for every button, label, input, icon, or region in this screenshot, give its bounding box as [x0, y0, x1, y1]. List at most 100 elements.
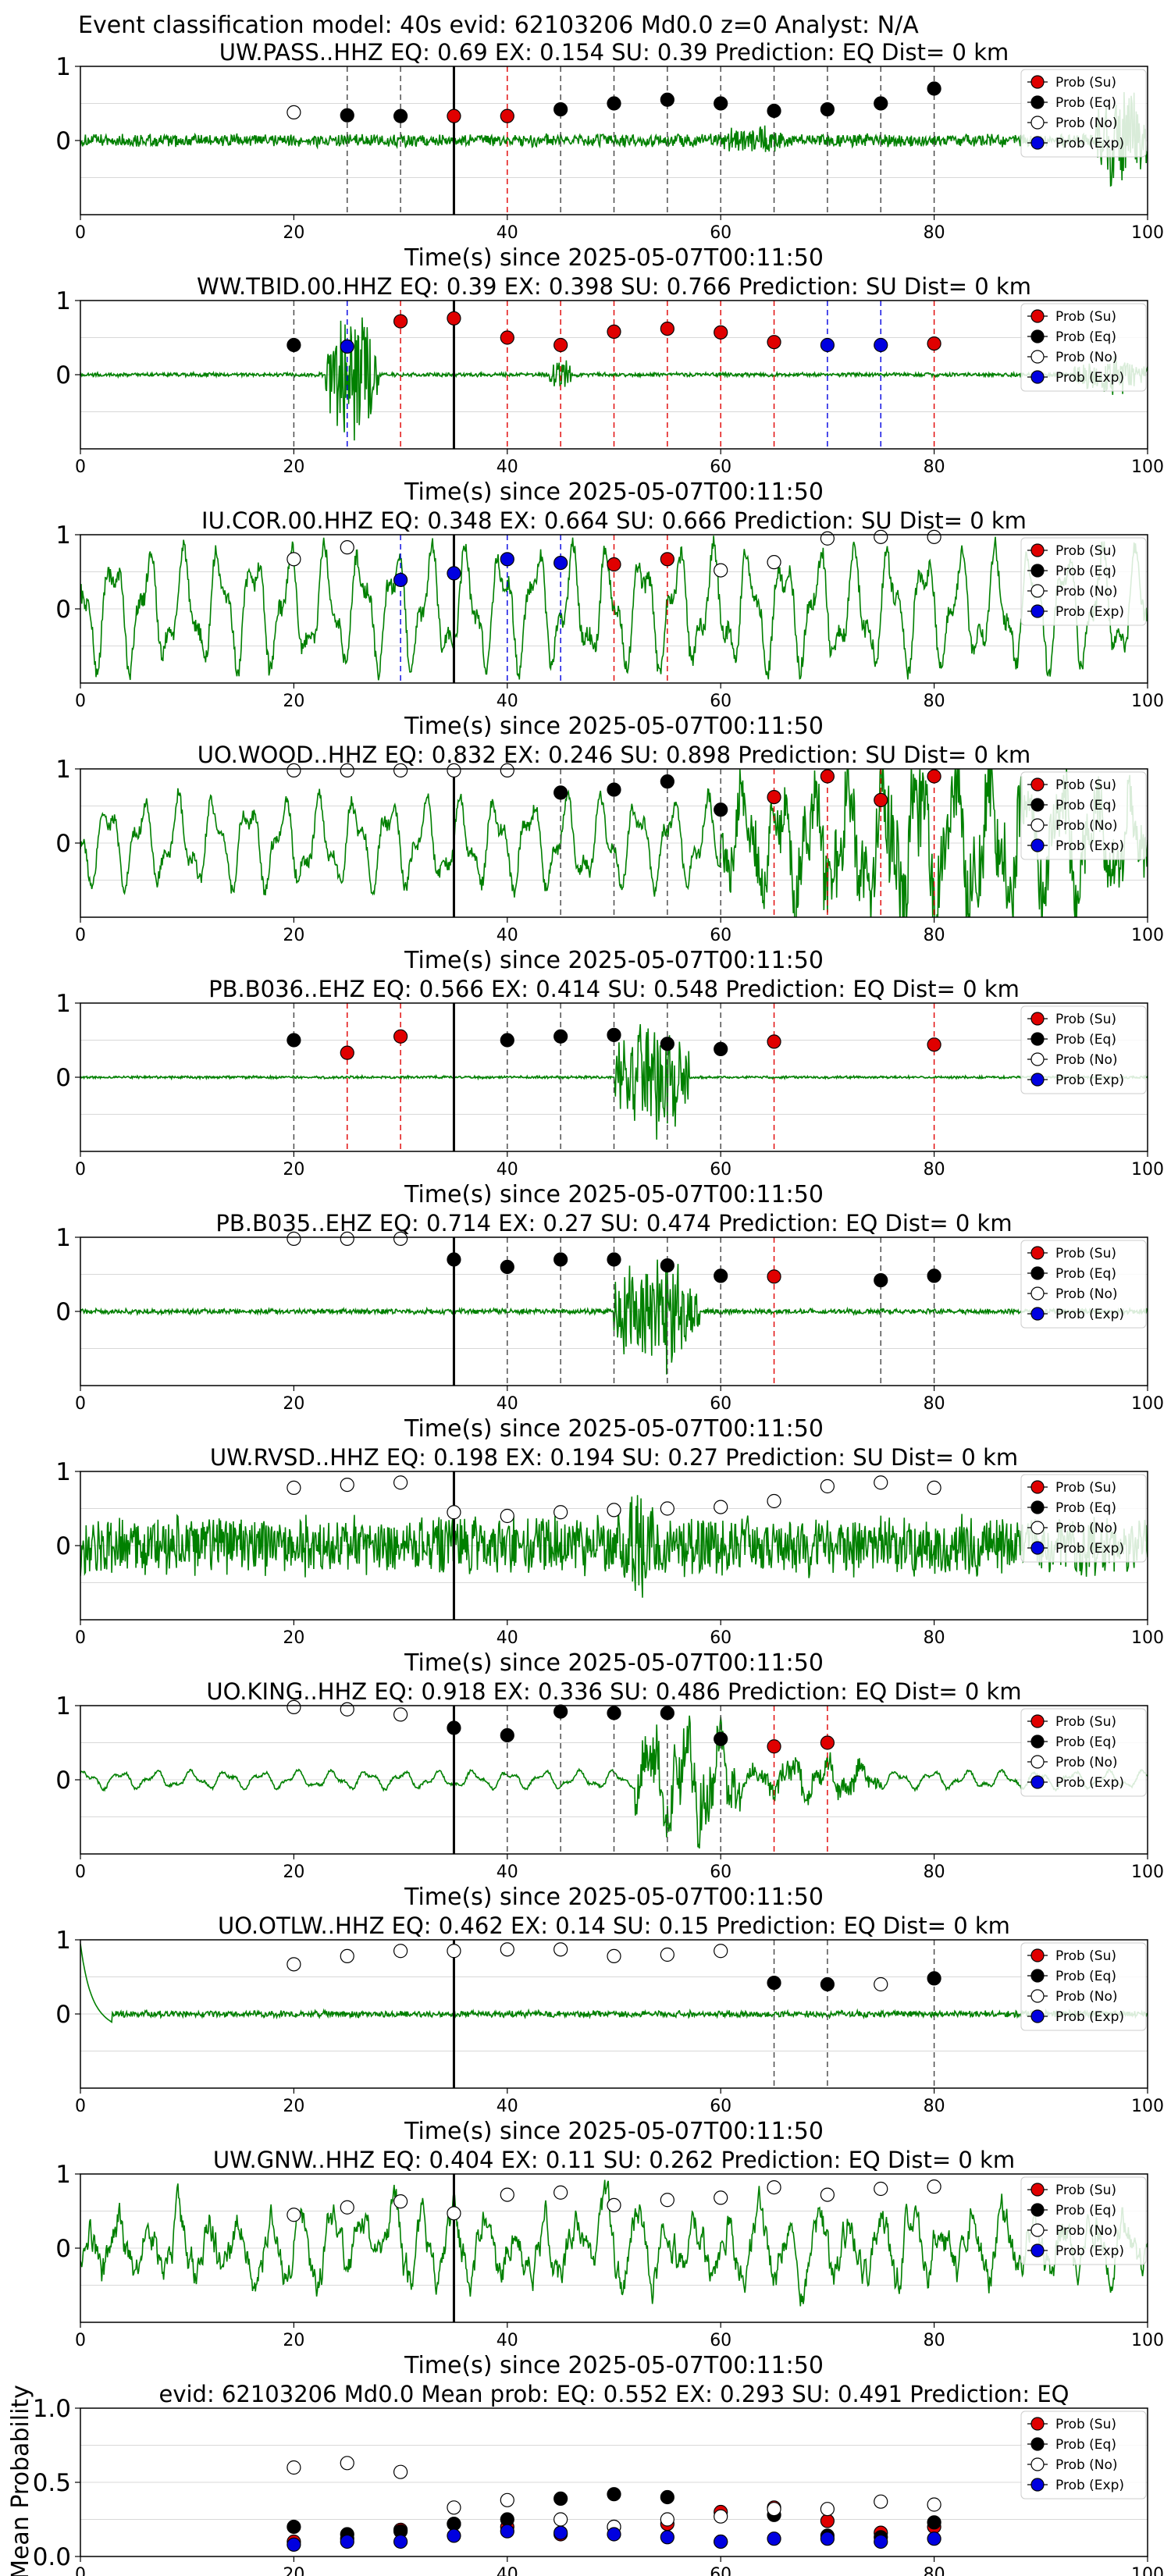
- y-tick-label: 0: [55, 2235, 71, 2263]
- legend-marker-exp: [1030, 136, 1045, 150]
- legend-box: [1020, 2411, 1147, 2500]
- station-panel: UO.OTLW..HHZ EQ: 0.462 EX: 0.14 SU: 0.15…: [55, 1912, 1164, 2145]
- y-tick-label: 0.0: [33, 2543, 71, 2571]
- prob-marker-no: [874, 1976, 888, 1992]
- prob-marker-no: [447, 1944, 461, 1959]
- prob-marker-no: [714, 1500, 728, 1514]
- x-tick-label: 100: [1131, 2097, 1164, 2116]
- prob-marker-no: [447, 1505, 461, 1520]
- legend-label-eq: Prob (Eq): [1055, 798, 1116, 813]
- mean-prob-marker-no: [660, 2512, 674, 2527]
- x-tick-label: 40: [497, 1863, 518, 1882]
- legend-label-eq: Prob (Eq): [1055, 1500, 1116, 1516]
- prob-marker-su: [393, 314, 408, 329]
- x-tick-label: 100: [1131, 457, 1164, 477]
- x-tick-label: 100: [1131, 926, 1164, 945]
- prob-marker-no: [340, 763, 354, 778]
- prob-marker-su: [767, 789, 781, 805]
- x-tick-label: 0: [75, 1160, 86, 1179]
- x-axis-label: Time(s) since 2025-05-07T00:11:50: [404, 1649, 824, 1677]
- station-panel: IU.COR.00.HHZ EQ: 0.348 EX: 0.664 SU: 0.…: [55, 507, 1164, 740]
- legend-marker-eq: [1030, 2203, 1045, 2217]
- prob-marker-no: [393, 1944, 408, 1959]
- legend-marker-no: [1030, 1286, 1045, 1300]
- prob-marker-eq: [553, 785, 568, 800]
- legend-label-eq: Prob (Eq): [1055, 1969, 1116, 1984]
- legend-label-eq: Prob (Eq): [1055, 329, 1116, 345]
- legend-label-su: Prob (Su): [1055, 1012, 1116, 1027]
- legend-label-su: Prob (Su): [1055, 309, 1116, 325]
- prob-marker-exp: [393, 572, 408, 588]
- prob-marker-no: [340, 1702, 354, 1717]
- legend-label-su: Prob (Su): [1055, 543, 1116, 559]
- prob-marker-eq: [447, 1720, 461, 1735]
- legend-box: [1020, 1240, 1147, 1329]
- x-tick-label: 40: [497, 1394, 518, 1414]
- x-axis-label: Time(s) since 2025-05-07T00:11:50: [404, 479, 824, 506]
- legend-marker-no: [1030, 1989, 1045, 2003]
- station-panel: WW.TBID.00.HHZ EQ: 0.39 EX: 0.398 SU: 0.…: [55, 273, 1164, 506]
- waveform-trace: [80, 2179, 1148, 2307]
- mean-prob-marker-no: [927, 2497, 941, 2512]
- prob-marker-eq: [607, 96, 621, 111]
- x-tick-label: 20: [283, 1160, 304, 1179]
- prob-marker-no: [607, 1948, 621, 1963]
- waveform-trace: [80, 769, 1148, 917]
- y-tick-label: 1: [55, 1224, 71, 1252]
- mean-prob-marker-su: [820, 2514, 835, 2528]
- x-tick-label: 80: [924, 223, 945, 243]
- prob-marker-no: [287, 1699, 301, 1714]
- legend-label-exp: Prob (Exp): [1055, 370, 1124, 386]
- waveform-trace: [80, 317, 1148, 441]
- prob-marker-no: [393, 1475, 408, 1490]
- y-tick-label: 0: [55, 1532, 71, 1560]
- x-tick-label: 20: [283, 1628, 304, 1648]
- legend-label-su: Prob (Su): [1055, 1246, 1116, 1261]
- y-tick-label: 1: [55, 1692, 71, 1720]
- legend-label-exp: Prob (Exp): [1055, 136, 1124, 151]
- prob-marker-no: [340, 1948, 354, 1963]
- legend-marker-eq: [1030, 1500, 1045, 1514]
- prob-marker-no: [874, 529, 888, 544]
- prob-marker-su: [500, 330, 514, 345]
- legend-marker-eq: [1030, 798, 1045, 812]
- prob-marker-exp: [340, 339, 354, 354]
- legend-label-exp: Prob (Exp): [1055, 2243, 1124, 2259]
- prob-marker-eq: [874, 96, 888, 111]
- legend-marker-exp: [1030, 1541, 1045, 1555]
- prob-marker-eq: [553, 1029, 568, 1044]
- legend-label-exp: Prob (Exp): [1055, 1307, 1124, 1322]
- chart-panels: UW.PASS..HHZ EQ: 0.69 EX: 0.154 SU: 0.39…: [7, 39, 1164, 2576]
- mean-prob-marker-exp: [287, 2537, 301, 2552]
- mean-prob-marker-eq: [660, 2489, 674, 2505]
- prob-marker-no: [447, 2206, 461, 2221]
- prob-marker-eq: [714, 1041, 728, 1057]
- prob-marker-no: [714, 563, 728, 578]
- x-tick-label: 100: [1131, 2565, 1164, 2576]
- prob-marker-no: [287, 763, 301, 778]
- x-tick-label: 100: [1131, 1160, 1164, 1179]
- legend-box: [1020, 537, 1147, 626]
- x-tick-label: 0: [75, 2097, 86, 2116]
- legend-box: [1020, 1474, 1147, 1563]
- station-panel: PB.B036..EHZ EQ: 0.566 EX: 0.414 SU: 0.5…: [55, 976, 1164, 1208]
- x-tick-label: 20: [283, 1394, 304, 1414]
- y-axis-label: Mean Probability: [7, 2385, 34, 2576]
- station-panel: UW.PASS..HHZ EQ: 0.69 EX: 0.154 SU: 0.39…: [55, 39, 1164, 272]
- prob-marker-exp: [447, 566, 461, 581]
- prob-marker-no: [287, 1480, 301, 1496]
- x-axis-label: Time(s) since 2025-05-07T00:11:50: [404, 244, 824, 272]
- prob-marker-eq: [927, 81, 941, 96]
- prob-marker-eq: [607, 1706, 621, 1720]
- legend-box: [1020, 2176, 1147, 2265]
- prob-marker-exp: [500, 552, 514, 567]
- y-tick-label: 0: [55, 830, 71, 858]
- prob-marker-eq: [287, 1033, 301, 1048]
- prob-marker-eq: [447, 1252, 461, 1267]
- mean-prob-marker-exp: [874, 2534, 888, 2549]
- mean-prob-marker-no: [553, 2512, 568, 2527]
- prob-marker-no: [340, 2200, 354, 2215]
- legend-label-exp: Prob (Exp): [1055, 838, 1124, 854]
- mean-prob-marker-no: [820, 2502, 835, 2517]
- mean-prob-marker-eq: [927, 2515, 941, 2530]
